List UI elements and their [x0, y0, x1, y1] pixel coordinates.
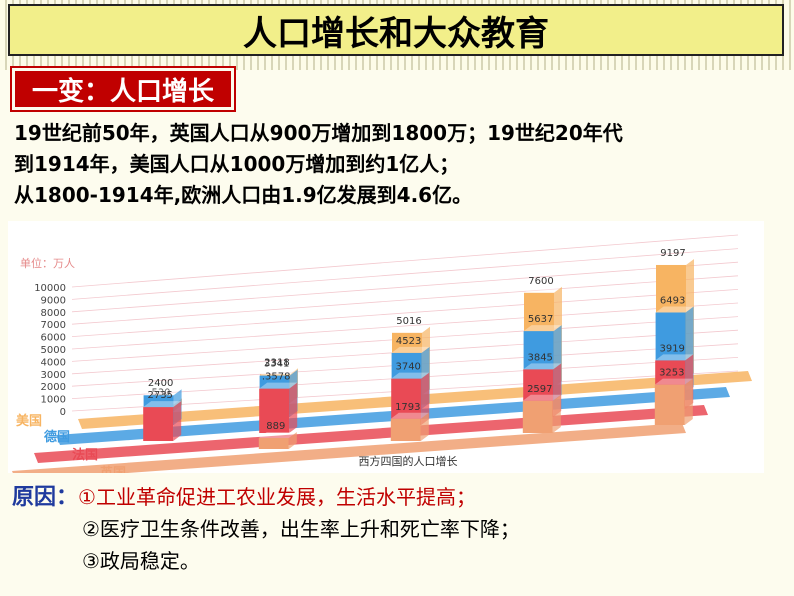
- bar-top: [523, 363, 562, 370]
- bar-value-label: 3919: [659, 343, 684, 354]
- floor-band: [12, 423, 686, 473]
- y-tick-label: 8000: [41, 308, 66, 319]
- reason-item-2: ②医疗卫生条件改善，出生率上升和死亡率下降；: [82, 517, 520, 541]
- bar-top: [655, 354, 694, 361]
- y-tick-label: 4000: [41, 357, 66, 368]
- bar-value-label: 2597: [527, 384, 552, 395]
- bar-top: [390, 412, 429, 419]
- y-tick-label: 0: [60, 407, 66, 418]
- series-label: 法国: [72, 447, 98, 463]
- chart-title: 西方四国的人口增长: [359, 454, 458, 468]
- bar-value-label: 5637: [528, 314, 553, 325]
- bar: [654, 384, 685, 425]
- bar-value-label: 4523: [396, 336, 421, 347]
- bar-side: [421, 372, 430, 425]
- bar-top: [524, 286, 562, 293]
- bar: [391, 378, 422, 425]
- y-tick-label: 6000: [41, 333, 66, 344]
- bar-value-label: 9197: [660, 248, 685, 259]
- bar-side: [173, 401, 182, 441]
- bar-side: [289, 382, 298, 433]
- grid-line: [71, 234, 739, 288]
- bar-value-label: 3845: [527, 352, 552, 363]
- bar-value-label: 2400: [148, 378, 173, 389]
- bar-side: [288, 431, 297, 449]
- bar-value-label: 530: [151, 387, 170, 398]
- y-tick-label: 7000: [41, 320, 66, 331]
- page-title: 人口增长和大众教育: [8, 4, 784, 56]
- reasons-label: 原因：: [12, 485, 79, 510]
- y-tick-label: 2000: [41, 382, 66, 393]
- intro-line-2: 到1914年，美国人口从1000万增加到约1亿人；: [14, 152, 460, 176]
- intro-line-1: 19世纪前50年，英国人口从900万增加到1800万；19世纪20年代: [14, 121, 623, 145]
- bar: [522, 400, 553, 433]
- reason-item-3: ③政局稳定。: [82, 549, 200, 573]
- intro-line-3: 从1800-1914年,欧洲人口由1.9亿发展到4.6亿。: [14, 183, 473, 207]
- series-label: 德国: [44, 429, 70, 445]
- reason-item-1: ①工业革命促进工农业发展，生活水平提高；: [78, 485, 476, 509]
- bar-value-label: 1793: [395, 402, 420, 413]
- y-tick-label: 9000: [41, 295, 66, 306]
- bar-value-label: 3341: [264, 359, 289, 370]
- bar-side: [684, 378, 693, 425]
- bar-top: [260, 368, 298, 375]
- bar-top: [143, 389, 182, 396]
- grid-line: [71, 248, 739, 300]
- reasons-label-row: 原因：①工业革命促进工农业发展，生活水平提高；: [12, 482, 476, 513]
- bar-top: [654, 378, 693, 385]
- intro-text: 19世纪前50年，英国人口从900万增加到1800万；19世纪20年代 到191…: [14, 118, 784, 211]
- bar: [390, 418, 421, 441]
- bar-value-label: 5016: [396, 316, 421, 327]
- y-tick-label: 1000: [41, 395, 66, 406]
- series-label: 英国: [99, 465, 126, 473]
- bar-top: [259, 369, 298, 376]
- bar-value-label: 889: [266, 421, 285, 432]
- bar: [259, 388, 290, 433]
- bar: [143, 407, 174, 441]
- y-tick-label: 3000: [41, 370, 66, 381]
- bar-top: [655, 306, 694, 313]
- bar-value-label: 6493: [660, 295, 685, 306]
- bar-value-label: .3578: [262, 372, 291, 383]
- bar-top: [656, 258, 694, 265]
- section-heading-box: 一变：人口增长: [10, 66, 236, 112]
- grid-line: [71, 261, 739, 313]
- bar-top: [143, 401, 182, 408]
- grid-line: [71, 275, 739, 325]
- bar-value-label: 2318: [264, 357, 289, 368]
- y-tick-label: 10000: [34, 283, 66, 294]
- chart-unit-label: 单位：万人: [20, 256, 75, 270]
- bar-top: [392, 326, 430, 333]
- series-label: 美国: [16, 413, 42, 429]
- bar-value-label: 2735: [147, 390, 172, 401]
- bar-side: [420, 412, 429, 441]
- y-tick-label: 5000: [41, 345, 66, 356]
- bar-value-label: 3740: [395, 362, 420, 373]
- bar-top: [391, 372, 430, 379]
- section-heading: 一变：人口增长: [15, 71, 231, 107]
- bar-value-label: 7600: [528, 276, 553, 287]
- bar-side: [552, 394, 561, 433]
- grid-line: [71, 289, 739, 337]
- grid-line: [71, 302, 739, 350]
- bar-top: [391, 346, 430, 353]
- bar: [258, 437, 289, 449]
- bar-value-label: 3253: [659, 368, 684, 379]
- bar-top: [522, 394, 561, 401]
- bar-top: [259, 382, 298, 389]
- bar-top: [258, 431, 297, 438]
- bar-top: [523, 325, 562, 332]
